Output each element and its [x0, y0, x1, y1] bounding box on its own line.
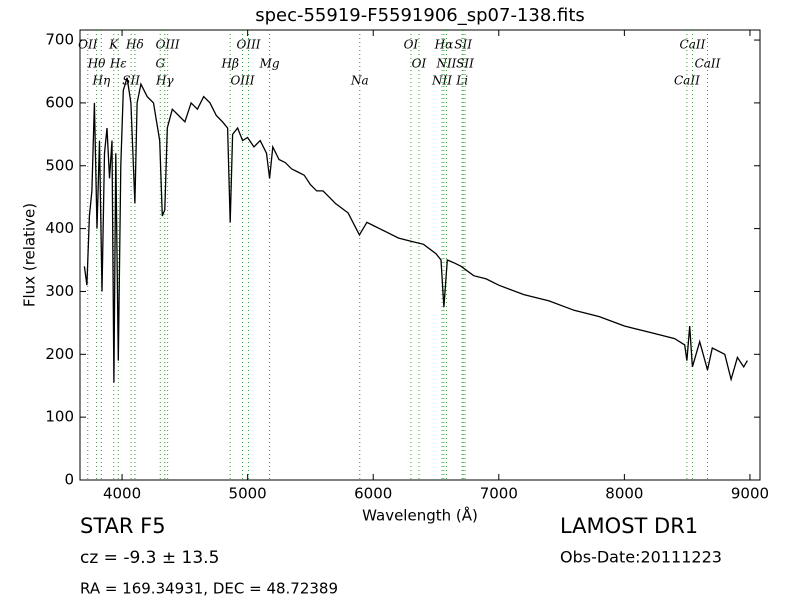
line-label: SII	[456, 57, 474, 71]
line-label: NII	[435, 57, 456, 71]
line-label: SII	[454, 38, 472, 52]
survey: LAMOST DR1	[560, 514, 698, 538]
x-tick-label: 9000	[731, 485, 769, 503]
line-label: Hδ	[125, 38, 144, 52]
y-tick-label: 500	[45, 156, 74, 174]
y-tick-label: 0	[64, 471, 74, 489]
redshift: cz = -9.3 ± 13.5	[80, 548, 219, 568]
line-label: Hβ	[220, 57, 238, 71]
y-tick-label: 100	[45, 408, 74, 426]
x-axis-label: Wavelength (Å)	[362, 506, 478, 525]
line-label: OIII	[236, 38, 260, 52]
plot-frame	[79, 29, 761, 481]
y-tick-label: 400	[45, 219, 74, 237]
line-label: CaII	[695, 57, 721, 71]
line-label: Hη	[92, 74, 111, 88]
y-axis-label: Flux (relative)	[21, 203, 39, 307]
y-tick-label: 600	[45, 93, 74, 111]
x-tick-label: 7000	[480, 485, 518, 503]
line-label: Hγ	[155, 74, 174, 88]
line-label: CaII	[674, 74, 700, 88]
line-label: Mg	[259, 57, 280, 71]
chart-title: spec-55919-F5591906_sp07-138.fits	[255, 5, 585, 26]
line-label: OII	[78, 38, 98, 52]
line-label: Hε	[109, 57, 127, 71]
y-tick-label: 700	[45, 31, 74, 49]
line-label: Li	[455, 74, 468, 88]
obs-date: Obs-Date:20111223	[560, 548, 722, 567]
x-tick-label: 4000	[103, 485, 141, 503]
line-label: NII	[431, 74, 452, 88]
line-label: Hθ	[87, 57, 106, 71]
y-tick-label: 200	[45, 345, 74, 363]
line-label: G	[155, 57, 165, 71]
line-label: K	[108, 38, 119, 52]
x-tick-label: 6000	[354, 485, 392, 503]
x-tick-label: 8000	[605, 485, 643, 503]
x-tick-label: 5000	[229, 485, 267, 503]
line-label: CaII	[680, 38, 706, 52]
line-label: OI	[412, 57, 427, 71]
y-tick-label: 300	[45, 282, 74, 300]
line-label: OIII	[156, 38, 180, 52]
line-label: Hα	[434, 38, 454, 52]
spectrum-line	[83, 77, 748, 383]
line-label: SII	[122, 74, 140, 88]
line-label: OIII	[230, 74, 254, 88]
line-label: OI	[404, 38, 419, 52]
object-class: STAR F5	[80, 514, 166, 538]
line-label: Na	[350, 74, 369, 88]
coordinates: RA = 169.34931, DEC = 48.72389	[80, 580, 338, 598]
